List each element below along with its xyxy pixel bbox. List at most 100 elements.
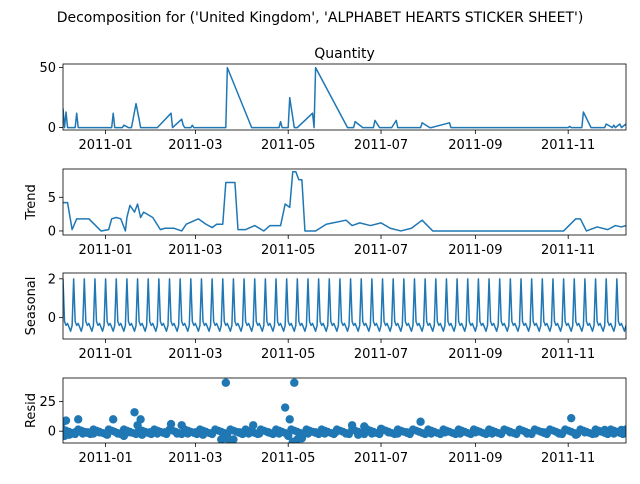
observed-series-line — [63, 66, 626, 129]
seasonal-ytick-label: 0 — [48, 311, 56, 326]
resid-point — [284, 431, 293, 441]
resid-point — [427, 429, 436, 438]
resid-point — [183, 429, 192, 438]
resid-point — [191, 428, 200, 437]
trend-xtick-label: 2011-01 — [78, 243, 132, 258]
resid-ytick-label: 0 — [48, 425, 56, 440]
panel-observed: 0 50 2011-01 2011-03 2011-05 2011-07 2011-09 20… — [39, 46, 627, 153]
resid-point — [280, 403, 290, 412]
resid-point — [172, 429, 182, 438]
seasonal-ytick-label: 2 — [48, 272, 56, 287]
seasonal-plot-area — [63, 278, 626, 332]
resid-point — [367, 429, 377, 438]
resid-point — [341, 429, 351, 438]
resid-point — [166, 419, 176, 429]
seasonal-xtick-label: 2011-11 — [541, 347, 595, 362]
observed-xtick-label: 2011-09 — [448, 138, 502, 153]
resid-point — [249, 421, 258, 430]
observed-ytick-label: 50 — [39, 61, 56, 76]
seasonal-xtick-label: 2011-09 — [448, 347, 502, 362]
trend-axes-frame — [62, 168, 627, 236]
resid-point — [376, 424, 386, 434]
resid-point — [290, 378, 299, 387]
resid-point — [207, 429, 217, 438]
resid-point — [416, 417, 425, 426]
observed-panel-title: Quantity — [314, 46, 375, 62]
resid-point — [539, 428, 549, 437]
resid-point — [177, 421, 186, 430]
resid-point — [235, 428, 244, 437]
trend-xtick-label: 2011-09 — [448, 243, 502, 258]
resid-point — [571, 430, 580, 439]
resid-point — [591, 429, 600, 438]
seasonal-xtick-label: 2011-03 — [168, 347, 222, 362]
resid-point — [297, 434, 307, 443]
resid-ytick-label: 25 — [39, 395, 56, 410]
observed-xtick-label: 2011-03 — [168, 138, 222, 153]
resid-xtick-label: 2011-05 — [261, 451, 315, 466]
figure-title: Decomposition for ('United Kingdom', 'AL… — [57, 10, 584, 26]
seasonal-axes-frame — [62, 272, 627, 340]
resid-point — [331, 428, 340, 437]
resid-point — [160, 428, 170, 437]
resid-point — [137, 430, 147, 439]
resid-point — [244, 429, 253, 438]
resid-ylabel: Resid — [24, 393, 39, 428]
seasonal-xtick-label: 2011-01 — [78, 347, 132, 362]
resid-point — [145, 428, 154, 437]
resid-point — [255, 429, 264, 438]
panel-trend: 0 5 2011-01 2011-03 2011-05 2011-07 2011-09 201… — [24, 168, 627, 258]
observed-xtick-label: 2011-05 — [261, 138, 315, 153]
resid-point — [221, 378, 231, 387]
observed-plot-area — [63, 66, 626, 129]
resid-point — [311, 428, 320, 437]
seasonal-xtick-label: 2011-05 — [261, 347, 315, 362]
trend-ytick-label: 5 — [48, 191, 56, 206]
trend-series-line — [63, 170, 626, 232]
resid-point — [274, 429, 284, 438]
observed-xtick-label: 2011-01 — [78, 138, 132, 153]
resid-point — [303, 429, 313, 438]
resid-point — [440, 428, 450, 437]
resid-xtick-label: 2011-11 — [541, 451, 595, 466]
resid-point — [70, 428, 80, 437]
resid-point — [471, 428, 480, 437]
resid-xtick-label: 2011-09 — [448, 451, 502, 466]
resid-point — [580, 428, 590, 437]
resid-point — [384, 428, 393, 437]
trend-xtick-label: 2011-05 — [261, 243, 315, 258]
resid-point — [153, 429, 162, 438]
resid-point — [198, 430, 208, 439]
trend-xtick-label: 2011-11 — [541, 243, 595, 258]
resid-point — [109, 415, 118, 424]
resid-xtick-label: 2011-01 — [78, 451, 132, 466]
observed-xtick-label: 2011-07 — [354, 138, 408, 153]
resid-xtick-label: 2011-03 — [168, 451, 222, 466]
resid-point — [621, 428, 626, 437]
resid-point — [353, 430, 363, 439]
resid-point — [567, 413, 576, 423]
resid-point — [119, 431, 129, 441]
resid-point — [600, 425, 609, 435]
resid-point — [347, 421, 357, 430]
observed-xtick-label: 2011-11 — [541, 138, 595, 153]
trend-ylabel: Trend — [24, 184, 39, 221]
seasonal-ylabel: Seasonal — [24, 277, 39, 336]
observed-ytick-label: 0 — [48, 121, 56, 136]
resid-point — [360, 422, 369, 431]
resid-point — [95, 428, 104, 437]
resid-point — [402, 428, 412, 437]
observed-axes-frame — [62, 63, 627, 131]
resid-point — [487, 429, 497, 438]
resid-point — [506, 428, 515, 437]
resid-point — [102, 430, 112, 439]
resid-point — [522, 429, 532, 438]
resid-point — [63, 416, 71, 425]
resid-point — [125, 428, 135, 437]
resid-point — [136, 415, 145, 424]
resid-point — [554, 429, 564, 438]
resid-point — [130, 408, 139, 417]
